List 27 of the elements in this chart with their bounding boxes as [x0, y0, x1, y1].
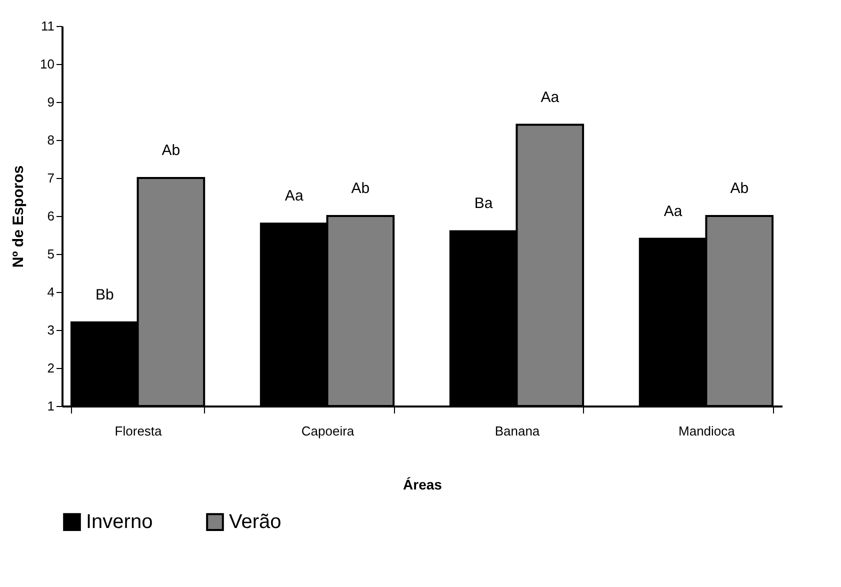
x-tick-label: Mandioca: [678, 424, 736, 438]
y-tick-label: 1: [47, 398, 54, 414]
data-label: Ab: [351, 180, 370, 197]
x-axis-title: Áreas: [403, 476, 442, 492]
y-tick-label: 2: [47, 360, 54, 376]
x-tick-label: Floresta: [114, 424, 163, 438]
y-tick-label: 9: [47, 94, 54, 110]
data-label: Aa: [284, 188, 304, 205]
y-tick-label: 3: [47, 322, 54, 338]
y-tick-label: 11: [41, 18, 54, 34]
data-label: Ab: [162, 142, 180, 159]
y-tick-label: 7: [47, 170, 54, 186]
y-tick-label: 4: [47, 284, 54, 300]
data-label: Aa: [664, 202, 683, 220]
x-tick-label: Capoeira: [301, 424, 355, 438]
data-label: Aa: [540, 88, 560, 106]
y-tick-label: 10: [40, 56, 54, 72]
data-label: Bb: [95, 286, 114, 304]
y-tick-label: 6: [47, 208, 54, 224]
x-tick-label: Banana: [494, 424, 540, 438]
legend-label: Inverno: [86, 511, 153, 534]
y-tick-label: 5: [47, 246, 54, 262]
data-label: Ba: [474, 195, 494, 212]
y-tick-label: 8: [47, 132, 54, 148]
data-label: Ab: [730, 180, 749, 197]
legend-label: Verão: [229, 511, 282, 534]
y-axis-title: Nº de Esporos: [10, 165, 28, 268]
